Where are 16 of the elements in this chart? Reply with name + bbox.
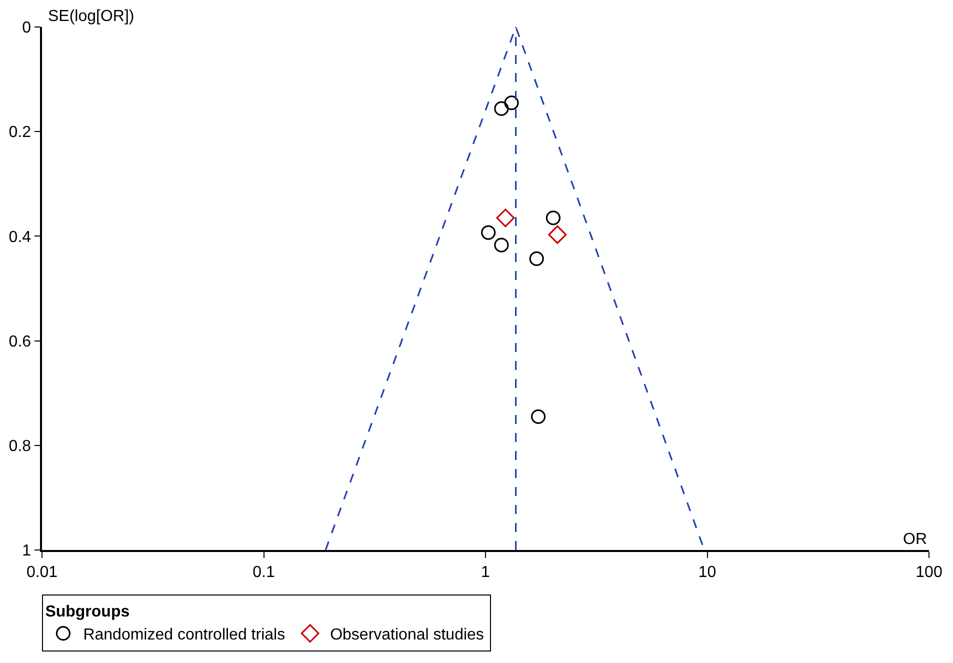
x-tick-label: 0.01 [26,564,58,581]
y-tick-label: 0.2 [8,124,32,142]
y-tick-label: 0.4 [8,228,32,246]
legend-label: Observational studies [330,626,484,644]
x-tick-label: 0.1 [252,564,275,581]
y-tick-label: 0 [22,20,32,37]
y-tick-label: 0.8 [8,438,32,455]
legend-label: Randomized controlled trials [83,626,286,644]
x-tick-label: 1 [481,564,490,581]
y-tick-label: 1 [22,542,32,560]
y-axis-title: SE(log[OR]) [48,8,134,25]
x-tick-label: 10 [698,564,716,581]
x-tick-label: 100 [916,564,942,581]
y-tick-label: 0.6 [8,333,32,350]
x-axis-title: OR [903,531,927,548]
legend-title: Subgroups [45,603,130,620]
